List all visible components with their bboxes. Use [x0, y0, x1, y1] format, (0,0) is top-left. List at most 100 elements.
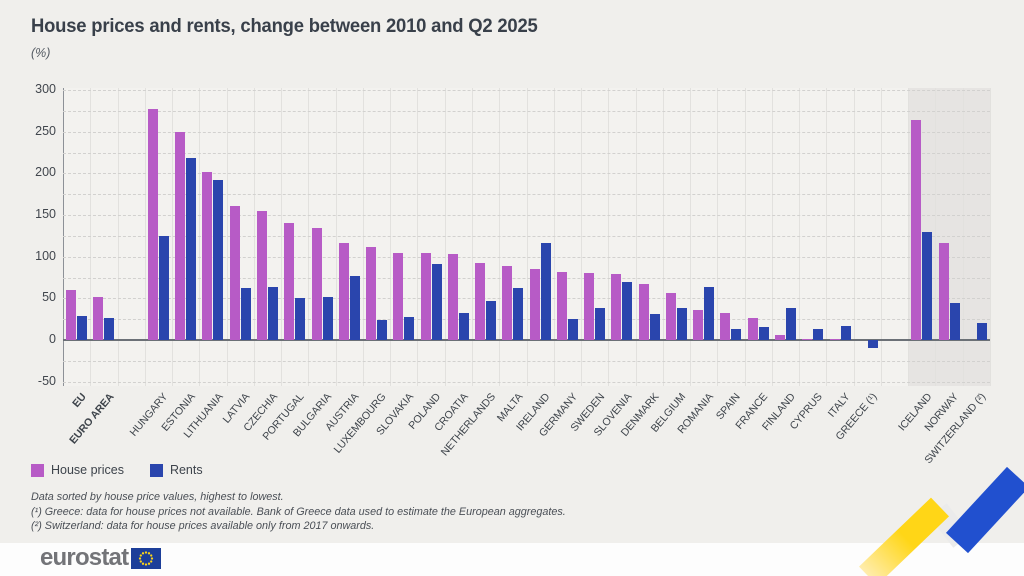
bar-house-prices — [229, 205, 240, 340]
vertical-gridline — [935, 88, 937, 386]
vertical-gridline — [499, 88, 501, 386]
gridline — [63, 110, 990, 112]
bar-house-prices — [366, 246, 377, 340]
bar-rents — [213, 180, 224, 340]
vertical-gridline — [308, 88, 310, 386]
vertical-gridline — [771, 88, 773, 386]
vertical-gridline — [608, 88, 610, 386]
bar-rents — [976, 323, 987, 340]
bar-house-prices — [284, 222, 295, 340]
vertical-gridline — [853, 88, 855, 386]
bar-rents — [758, 326, 769, 340]
gridline — [63, 152, 990, 154]
footnote-greece: (¹) Greece: data for house prices not av… — [31, 505, 566, 518]
highlight-region — [908, 88, 990, 386]
bar-rents — [77, 315, 88, 340]
legend-item-house-prices: House prices — [31, 463, 124, 477]
vertical-gridline — [90, 88, 92, 386]
y-tick-label: 200 — [35, 165, 56, 180]
house-prices-swatch-icon — [31, 463, 44, 477]
bar-rents — [813, 329, 824, 340]
vertical-gridline — [662, 88, 664, 386]
x-tick-label: HUNGARY — [127, 391, 171, 439]
legend-label: House prices — [51, 463, 124, 477]
vertical-gridline — [117, 88, 119, 386]
bar-rents — [676, 308, 687, 340]
gridline — [63, 277, 990, 279]
bar-rents — [513, 287, 524, 340]
bar-house-prices — [693, 310, 704, 340]
bar-rents — [486, 300, 497, 340]
gridline — [63, 173, 990, 175]
gridline — [63, 319, 990, 321]
vertical-gridline — [417, 88, 419, 386]
bar-rents — [567, 319, 578, 340]
bar-rents — [704, 286, 715, 340]
vertical-gridline — [962, 88, 964, 386]
vertical-gridline — [172, 88, 174, 386]
vertical-gridline — [990, 88, 991, 386]
bar-house-prices — [584, 273, 595, 340]
bar-rents — [240, 287, 251, 340]
vertical-gridline — [826, 88, 828, 386]
gridline — [63, 194, 990, 196]
chart-legend: House prices Rents — [31, 463, 203, 477]
bar-house-prices — [338, 242, 349, 340]
bar-rents — [431, 264, 442, 340]
eurostat-logo: eurostat — [40, 544, 162, 572]
eurostat-wordmark: eurostat — [40, 544, 129, 571]
bar-house-prices — [420, 253, 431, 340]
bar-house-prices — [611, 274, 622, 340]
vertical-gridline — [335, 88, 337, 386]
bar-rents — [349, 275, 360, 340]
bar-chart: 300 250 200 150 100 50 0 -50 EU EURO AREA HUNGARY E… — [35, 82, 991, 466]
bar-rents — [649, 314, 660, 340]
bar-house-prices — [202, 171, 213, 340]
ribbon-blue-segment — [945, 466, 1024, 554]
bar-rents — [922, 231, 933, 340]
bar-rents — [840, 325, 851, 340]
gridline — [63, 131, 990, 133]
vertical-gridline — [362, 88, 364, 386]
bar-rents — [158, 235, 169, 340]
bar-house-prices — [93, 296, 104, 340]
bar-rents — [267, 286, 278, 340]
bar-rents — [295, 298, 306, 340]
bar-house-prices — [747, 318, 758, 340]
bar-house-prices — [556, 271, 567, 340]
y-tick-label: -50 — [37, 373, 56, 388]
bar-rents — [404, 316, 415, 340]
ribbon-yellow-segment — [859, 497, 949, 576]
bar-house-prices — [911, 120, 922, 340]
gridline — [63, 215, 990, 216]
footnote-switzerland: (²) Switzerland: data for house prices a… — [31, 520, 375, 532]
bar-house-prices — [829, 339, 840, 340]
vertical-gridline — [581, 88, 583, 386]
rents-swatch-icon — [149, 463, 163, 477]
legend-item-rents: Rents — [149, 463, 203, 477]
x-tick-label: EU — [70, 391, 89, 410]
footnote-sorting: Data sorted by house price values, highe… — [31, 491, 284, 503]
bar-house-prices — [665, 293, 676, 340]
footnotes: Data sorted by house price values, highe… — [31, 490, 566, 534]
gridline — [63, 360, 990, 362]
vertical-gridline — [144, 88, 146, 386]
y-tick-label: 50 — [42, 290, 56, 305]
y-tick-label: 150 — [35, 207, 56, 221]
bar-rents — [377, 320, 388, 340]
bar-house-prices — [638, 284, 649, 340]
bar-house-prices — [529, 269, 540, 340]
gridline — [63, 256, 990, 258]
vertical-gridline — [690, 88, 692, 386]
bar-house-prices — [393, 252, 404, 340]
vertical-gridline — [744, 88, 746, 386]
bar-house-prices — [256, 210, 267, 340]
bar-rents — [595, 307, 606, 340]
vertical-gridline — [799, 88, 801, 386]
legend-label: Rents — [169, 463, 203, 477]
bar-rents — [731, 329, 742, 340]
gridline — [63, 90, 990, 91]
y-tick-label: 100 — [35, 248, 56, 263]
page-title: House prices and rents, change between 2… — [31, 16, 538, 37]
